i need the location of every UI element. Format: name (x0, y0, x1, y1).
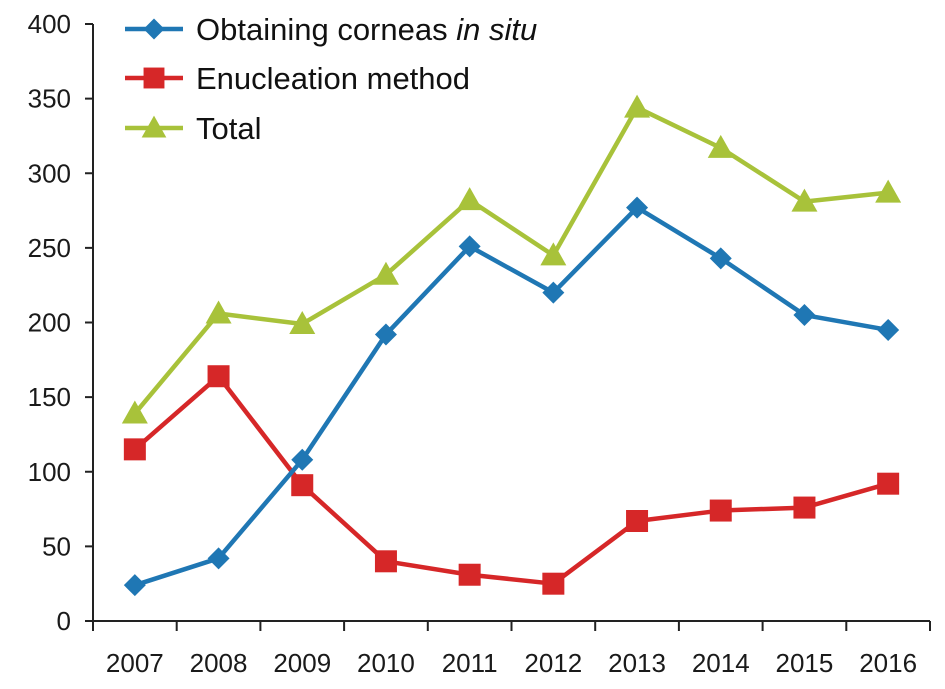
x-tick-label: 2009 (273, 648, 331, 678)
legend-label-text: Obtaining corneas (196, 12, 456, 47)
data-point-square (123, 438, 146, 461)
y-tick-label: 200 (28, 308, 71, 338)
legend-marker-square (143, 67, 165, 89)
legend-marker-diamond (143, 18, 165, 40)
data-point-triangle (540, 242, 567, 266)
data-point-square (374, 550, 397, 573)
legend-label: Total (196, 111, 261, 146)
legend-item: Enucleation method (125, 61, 470, 96)
axes: 0 50 100 150 200 250 300 350 400 2007 2008 2009 2010… (28, 9, 931, 678)
legend-label-italic: in situ (456, 12, 537, 47)
y-tick-label: 100 (28, 457, 71, 487)
legend-label: Enucleation method (196, 61, 470, 96)
legend: Obtaining corneas in situ Enucleation met… (125, 12, 537, 146)
y-tick-label: 250 (28, 233, 71, 263)
y-tick-label: 150 (28, 382, 71, 412)
series-line (132, 373, 891, 586)
data-point-square (542, 572, 565, 595)
x-tick-label: 2015 (776, 648, 834, 678)
data-point-triangle (875, 179, 902, 203)
legend-item: Total (125, 111, 261, 146)
data-point-diamond (207, 547, 230, 570)
x-tick-label: 2012 (524, 648, 582, 678)
series-line (132, 205, 891, 588)
x-tick-label: 2010 (357, 648, 415, 678)
data-point-square (793, 496, 816, 519)
data-point-triangle (205, 300, 232, 324)
x-tick-label: 2011 (442, 648, 498, 678)
series-0 (123, 196, 900, 597)
data-point-triangle (624, 94, 651, 118)
y-tick-label: 0 (57, 606, 71, 636)
legend-label: Obtaining corneas in situ (196, 12, 537, 47)
data-point-square (877, 472, 900, 495)
y-tick-label: 50 (42, 531, 71, 561)
data-point-diamond (793, 304, 816, 327)
y-tick-label: 300 (28, 158, 71, 188)
legend-label-text: Enucleation method (196, 61, 470, 96)
y-tick-label: 400 (28, 9, 71, 39)
x-tick-label: 2008 (190, 648, 248, 678)
data-point-triangle (791, 188, 818, 212)
data-point-square (626, 510, 649, 533)
data-point-diamond (626, 196, 649, 219)
data-point-diamond (709, 247, 732, 270)
data-point-square (458, 563, 481, 586)
data-point-square (207, 365, 230, 388)
data-point-square (291, 474, 314, 497)
data-point-diamond (877, 318, 900, 341)
data-point-diamond (458, 235, 481, 258)
legend-item: Obtaining corneas in situ (125, 12, 537, 47)
series-1 (123, 365, 900, 595)
series-layer (121, 94, 902, 597)
series-2 (121, 94, 902, 424)
data-point-triangle (456, 187, 483, 211)
data-point-diamond (291, 448, 314, 471)
legend-label-text: Total (196, 111, 261, 146)
data-point-triangle (707, 134, 734, 158)
data-point-square (709, 499, 732, 522)
x-tick-label: 2013 (608, 648, 666, 678)
x-tick-label: 2014 (692, 648, 750, 678)
series-line (132, 105, 891, 416)
data-point-diamond (542, 281, 565, 304)
data-point-diamond (123, 574, 146, 597)
y-tick-label: 350 (28, 84, 71, 114)
x-tick-label: 2007 (106, 648, 164, 678)
data-point-triangle (289, 310, 316, 334)
data-point-triangle (372, 261, 399, 285)
x-tick-label: 2016 (859, 648, 917, 678)
data-point-triangle (121, 400, 148, 424)
data-point-diamond (374, 323, 397, 346)
legend-marker-triangle (141, 115, 167, 138)
